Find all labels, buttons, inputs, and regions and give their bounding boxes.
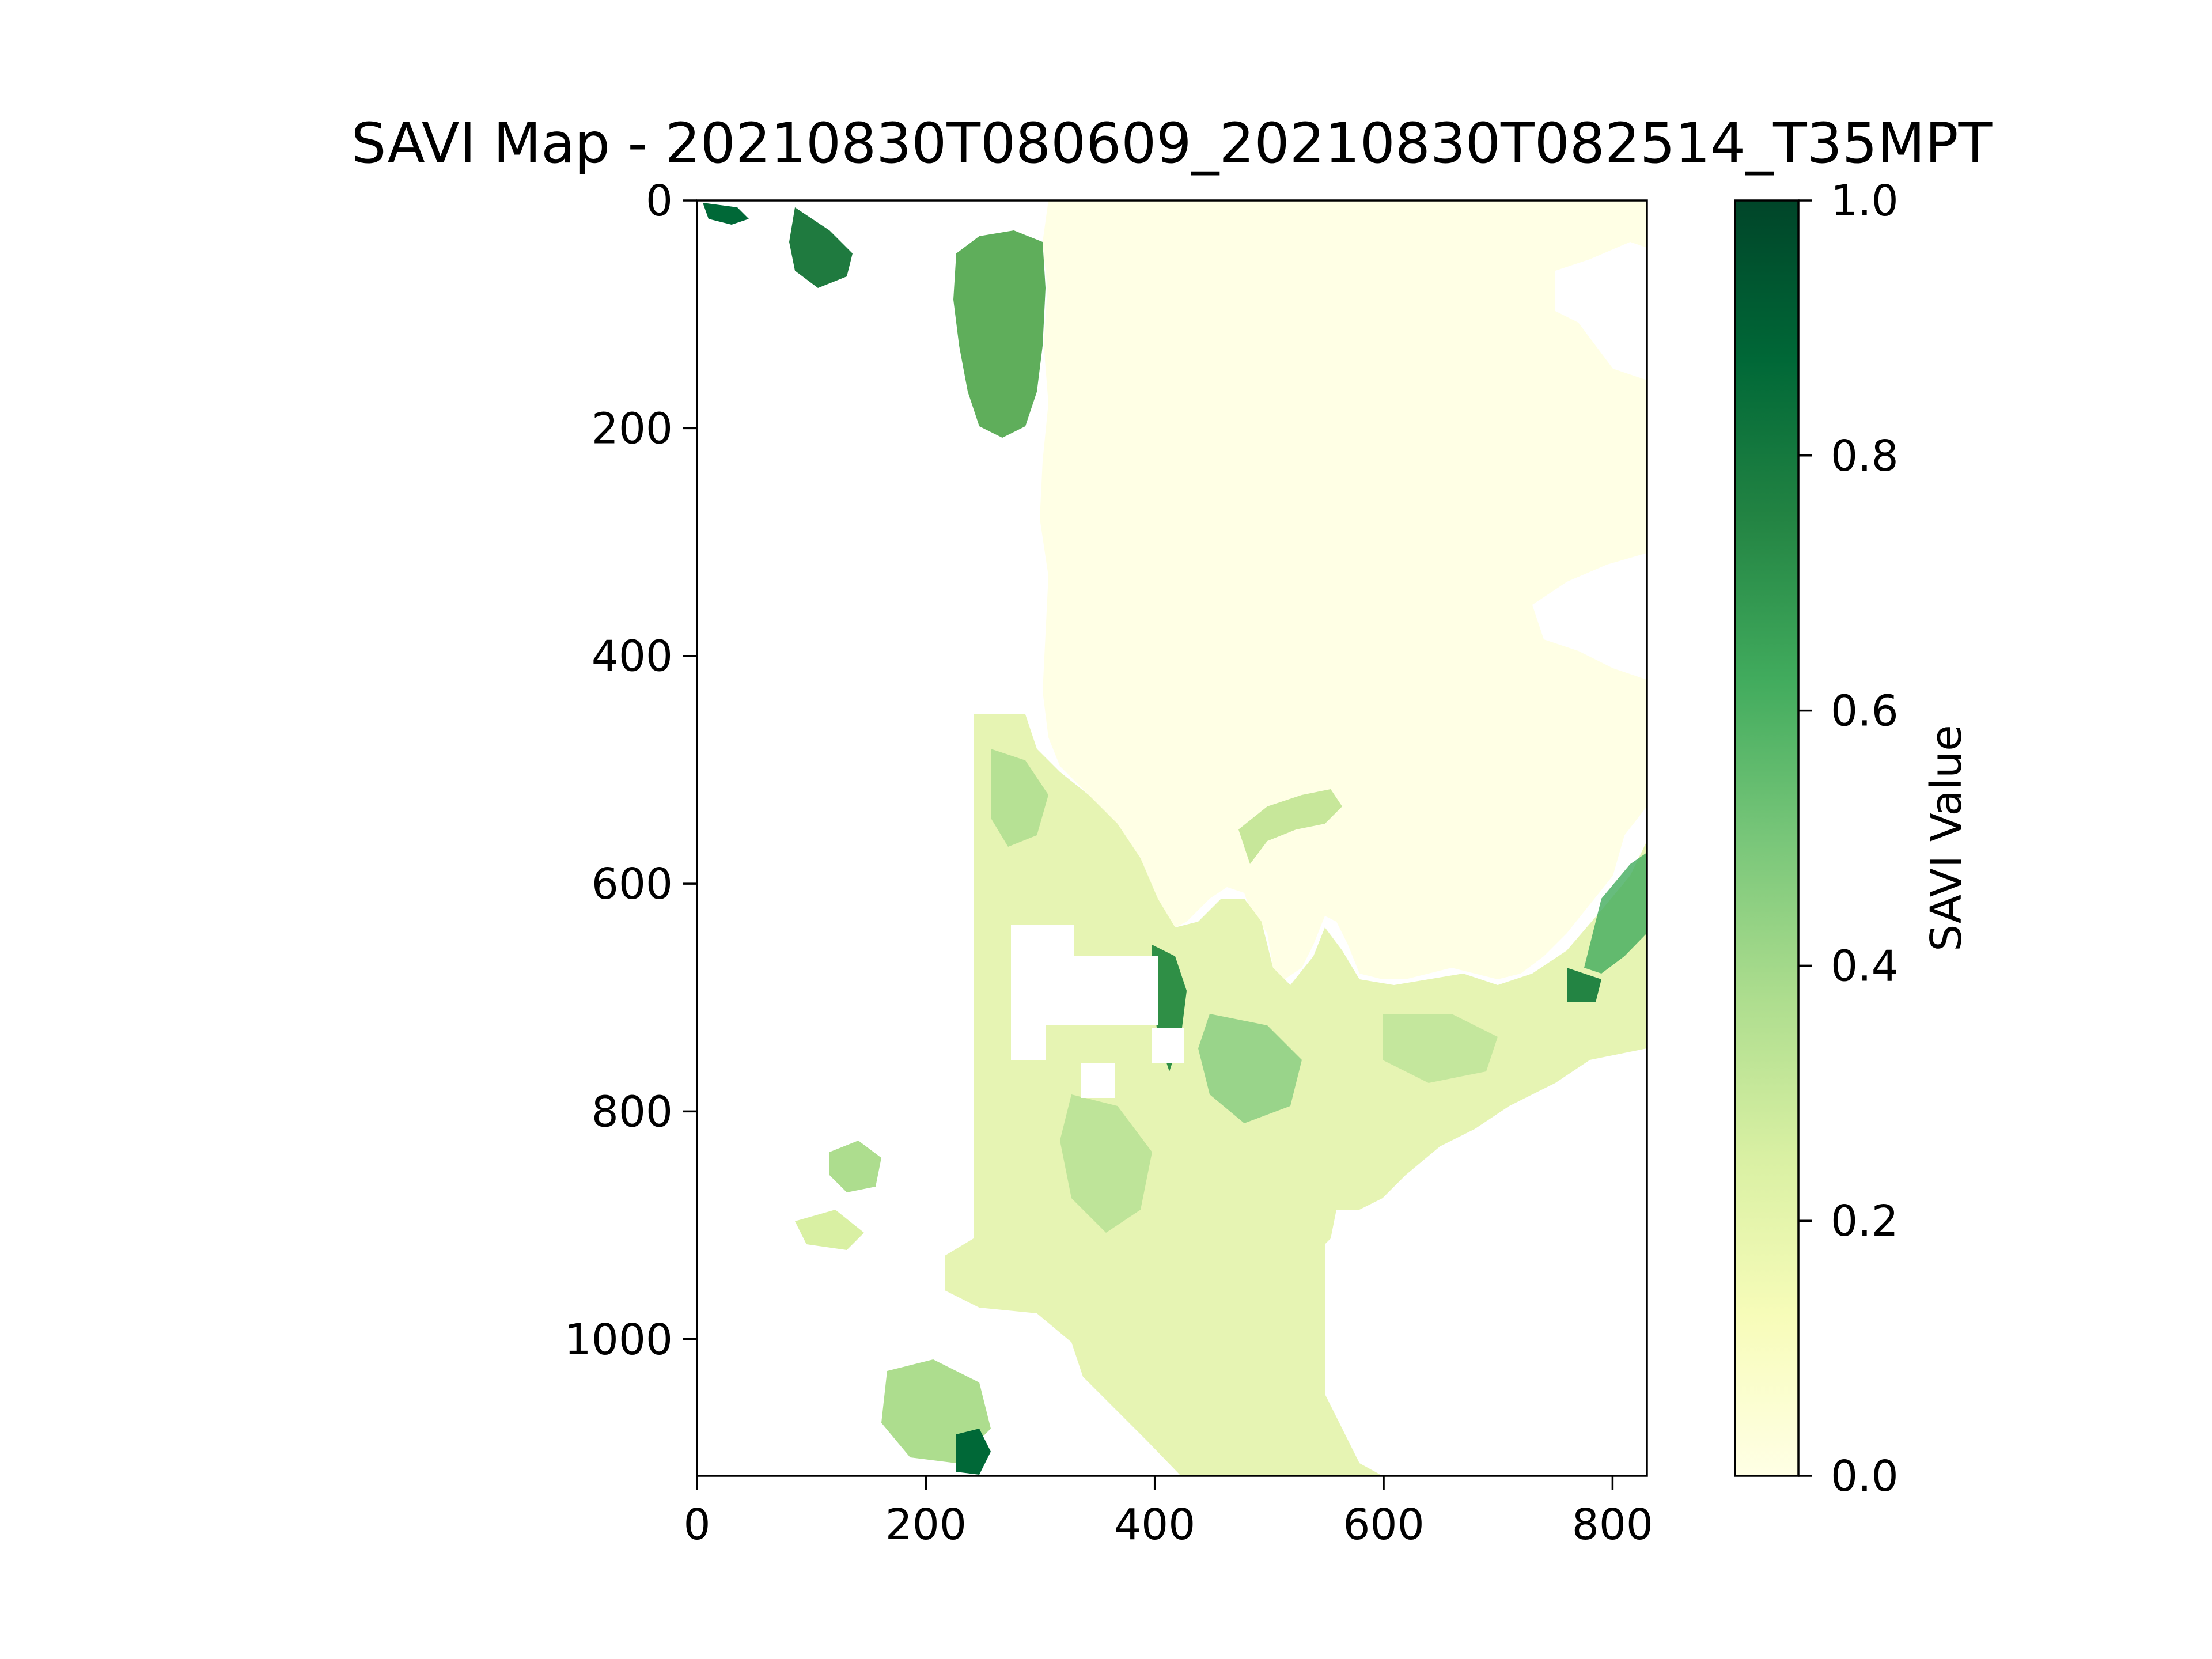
land-vegetation bbox=[945, 714, 1647, 1476]
colorbar-tick-label: 1.0 bbox=[1831, 176, 1899, 226]
cloud-hole-se bbox=[1325, 1077, 1647, 1476]
y-axis: 0 200 400 600 800 1000 bbox=[565, 176, 697, 1365]
y-tick-label: 0 bbox=[646, 176, 673, 226]
cloud-hole-5 bbox=[1081, 1063, 1115, 1098]
x-tick-label: 600 bbox=[1343, 1500, 1424, 1550]
cloud-mask-ne bbox=[1555, 242, 1647, 380]
y-tick-label: 800 bbox=[592, 1087, 673, 1137]
x-tick-label: 200 bbox=[885, 1500, 967, 1550]
y-tick-label: 400 bbox=[592, 632, 673, 681]
cloud-hole-2 bbox=[1043, 956, 1158, 1025]
north-dense-veg bbox=[789, 207, 853, 288]
veg-patch-1 bbox=[991, 749, 1048, 847]
y-tick-label: 1000 bbox=[565, 1315, 673, 1365]
northwest-dense-veg bbox=[703, 203, 749, 225]
colorbar-tick-label: 0.8 bbox=[1831, 431, 1899, 481]
plot-frame bbox=[696, 199, 1648, 1477]
west-patch-2 bbox=[795, 1210, 864, 1250]
north-vegetation bbox=[953, 230, 1046, 438]
veg-patch-6 bbox=[1382, 1014, 1498, 1083]
y-tick-label: 200 bbox=[592, 404, 673, 453]
x-tick-label: 800 bbox=[1572, 1500, 1653, 1550]
west-patch-1 bbox=[830, 1141, 881, 1192]
cloud-hole-3 bbox=[1011, 991, 1046, 1060]
east-dense-patch bbox=[1567, 968, 1601, 1002]
veg-patch-5 bbox=[1060, 1094, 1152, 1233]
colorbar bbox=[1734, 199, 1800, 1477]
y-tick-label: 600 bbox=[592, 859, 673, 909]
veg-patch-4 bbox=[1198, 1014, 1302, 1123]
colorbar-label: SAVI Value bbox=[1922, 725, 1971, 951]
x-tick-label: 0 bbox=[683, 1500, 710, 1550]
colorbar-tick-label: 0.6 bbox=[1831, 687, 1899, 736]
peninsula bbox=[1238, 789, 1342, 864]
south-dense-patch bbox=[956, 1429, 991, 1475]
chart-title: SAVI Map - 20210830T080609_20210830T0825… bbox=[351, 111, 1993, 176]
savi-raster bbox=[697, 200, 1647, 1476]
colorbar-tick-label: 0.0 bbox=[1831, 1452, 1899, 1501]
colorbar-axis: 0.0 0.2 0.4 0.6 0.8 1.0 bbox=[1798, 176, 1899, 1501]
colorbar-tick-label: 0.4 bbox=[1831, 941, 1899, 991]
x-tick-label: 400 bbox=[1114, 1500, 1195, 1550]
x-axis: 0 200 400 600 800 bbox=[683, 1476, 1653, 1550]
colorbar-tick-label: 0.2 bbox=[1831, 1196, 1899, 1246]
veg-patch-3 bbox=[1584, 853, 1647, 974]
cloud-hole-4 bbox=[1152, 1028, 1184, 1063]
cloud-mask-e bbox=[1532, 553, 1647, 680]
lake-region bbox=[1040, 200, 1647, 979]
